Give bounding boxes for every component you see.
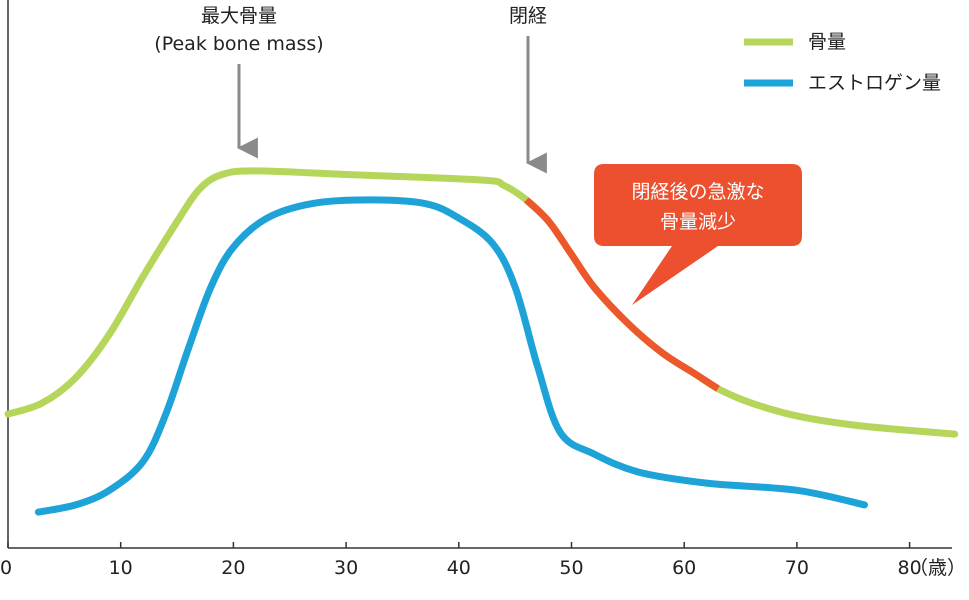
x-tick-label: 10 [109, 557, 133, 579]
peak-annotation-title: 最大骨量 [201, 5, 277, 27]
x-tick-label: 80 [898, 557, 922, 579]
peak-annotation-subtitle: (Peak bone mass) [154, 33, 323, 55]
x-tick-label: 0 [0, 557, 12, 579]
x-tick-label: 50 [559, 557, 583, 579]
menopause-annotation-title: 閉経 [509, 5, 547, 27]
legend-label-estrogen: エストロゲン量 [808, 72, 941, 94]
x-tick-label: 40 [447, 557, 471, 579]
x-tick-label: 60 [672, 557, 696, 579]
x-ticks: 0 10 20 30 40 50 60 70 80（歳） [0, 542, 966, 579]
series-line-bone-mass-rapid-loss [523, 197, 720, 392]
callout-text-line2: 骨量減少 [660, 211, 736, 233]
x-tick-label: 20 [221, 557, 245, 579]
series-line-estrogen [34, 196, 868, 516]
legend-label-bone-mass: 骨量 [808, 31, 846, 53]
x-tick-label: 30 [334, 557, 358, 579]
callout-bubble [594, 164, 802, 305]
callout-text-line1: 閉経後の急激な [631, 181, 764, 203]
x-axis-unit-label: （歳） [909, 557, 966, 579]
x-tick-label: 70 [785, 557, 809, 579]
series-line-bone-mass [4, 167, 959, 438]
